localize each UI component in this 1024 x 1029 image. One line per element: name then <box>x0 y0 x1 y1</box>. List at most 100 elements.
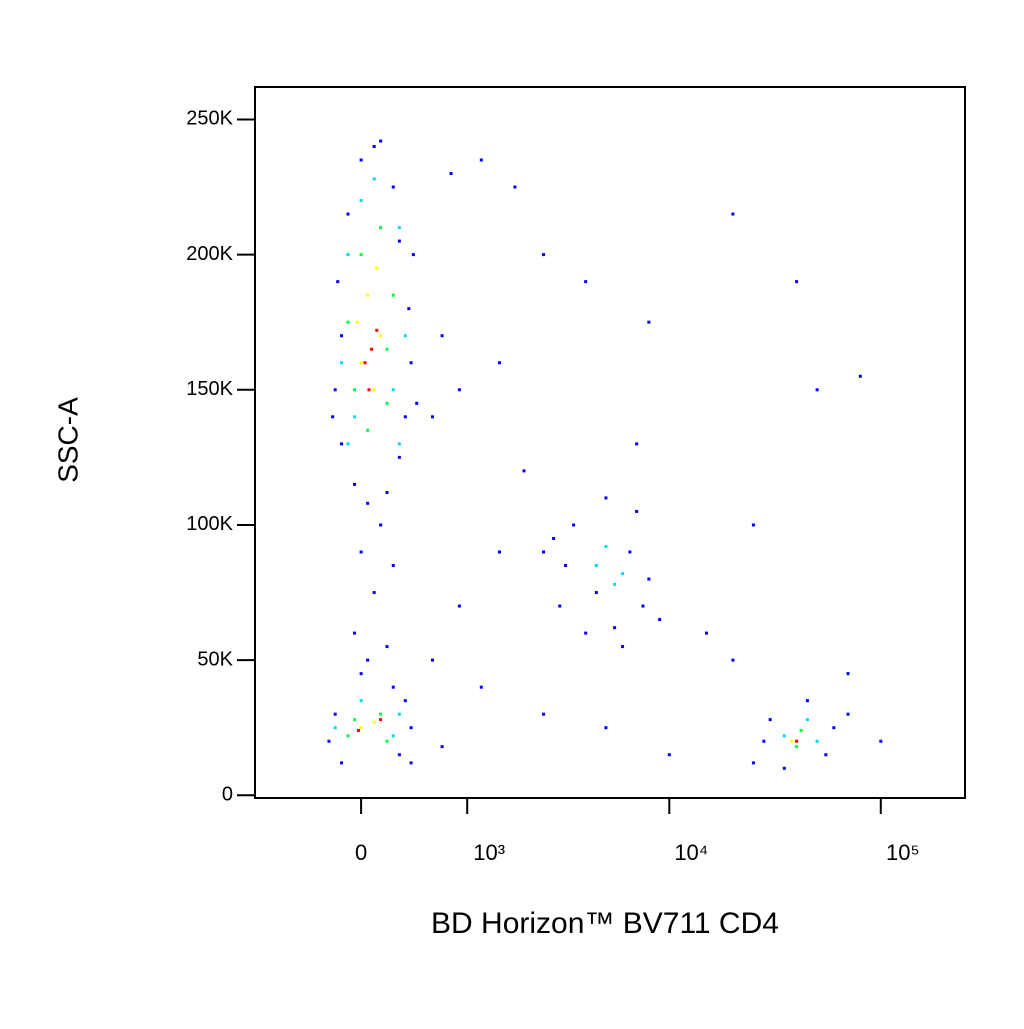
data-point <box>795 739 799 743</box>
data-point <box>440 334 444 338</box>
data-point <box>457 388 461 392</box>
data-point <box>379 523 383 527</box>
data-point <box>372 720 376 724</box>
data-point <box>340 361 344 365</box>
data-point <box>359 550 363 554</box>
data-point <box>366 428 370 432</box>
data-point <box>604 496 608 500</box>
data-point <box>594 564 598 568</box>
data-point <box>790 739 794 743</box>
data-point <box>584 280 588 284</box>
data-point <box>366 658 370 662</box>
data-point <box>379 718 383 722</box>
data-point <box>613 582 617 586</box>
data-point <box>805 718 809 722</box>
data-point <box>353 415 357 419</box>
data-point <box>346 253 350 257</box>
data-point <box>391 388 395 392</box>
data-point <box>346 442 350 446</box>
data-point <box>782 766 786 770</box>
data-point <box>411 253 415 257</box>
data-point <box>385 401 389 405</box>
data-point <box>366 501 370 505</box>
data-point <box>331 415 335 419</box>
data-point <box>407 307 411 311</box>
data-point <box>366 293 370 297</box>
data-point <box>497 361 501 365</box>
data-point <box>340 761 344 765</box>
data-point <box>635 442 639 446</box>
y-tick-label: 50K <box>197 648 233 670</box>
data-point <box>372 388 376 392</box>
data-point <box>522 469 526 473</box>
data-point <box>832 726 836 730</box>
data-point <box>621 572 625 576</box>
data-point <box>513 185 517 189</box>
data-point <box>430 658 434 662</box>
y-axis-label: SSC-A <box>52 397 83 483</box>
data-point <box>604 545 608 549</box>
data-point <box>572 523 576 527</box>
x-axis-label: BD Horizon™ BV711 CD4 <box>431 907 779 940</box>
data-point <box>385 347 389 351</box>
data-point <box>815 388 819 392</box>
data-point <box>479 685 483 689</box>
data-point <box>379 712 383 716</box>
data-point <box>367 388 371 392</box>
data-point <box>359 361 363 365</box>
data-point <box>391 564 395 568</box>
data-point <box>594 591 598 595</box>
data-point <box>409 726 413 730</box>
data-point <box>327 739 331 743</box>
data-point <box>397 239 401 243</box>
data-point <box>731 658 735 662</box>
data-point <box>379 139 383 143</box>
x-tick-label: 10⁵ <box>886 840 920 865</box>
x-tick-label: 10⁴ <box>674 840 708 865</box>
data-point <box>336 280 340 284</box>
data-point <box>751 523 755 527</box>
data-point <box>858 374 862 378</box>
y-tick-label: 0 <box>222 784 233 806</box>
data-point <box>391 185 395 189</box>
data-point <box>613 626 617 630</box>
data-point <box>385 739 389 743</box>
data-point <box>795 745 799 749</box>
data-point <box>762 739 766 743</box>
data-point <box>449 172 453 176</box>
data-point <box>795 280 799 284</box>
data-point <box>370 347 374 351</box>
data-point <box>584 631 588 635</box>
plot-frame <box>254 86 966 799</box>
data-point <box>403 334 407 338</box>
data-point <box>409 361 413 365</box>
data-point <box>372 591 376 595</box>
data-point <box>346 734 350 738</box>
data-point <box>375 328 379 332</box>
data-point <box>346 320 350 324</box>
data-point <box>353 482 357 486</box>
data-point <box>359 158 363 162</box>
data-point <box>372 177 376 181</box>
data-point <box>440 745 444 749</box>
data-point <box>385 645 389 649</box>
data-point <box>397 753 401 757</box>
data-point <box>647 320 651 324</box>
data-point <box>340 334 344 338</box>
data-point <box>542 550 546 554</box>
y-tick-label: 150K <box>186 378 233 400</box>
data-point <box>391 734 395 738</box>
data-point <box>647 577 651 581</box>
data-point <box>824 753 828 757</box>
data-point <box>635 509 639 513</box>
data-point <box>564 564 568 568</box>
data-point <box>340 442 344 446</box>
data-point <box>391 685 395 689</box>
y-tick-label: 200K <box>186 243 233 265</box>
data-point <box>359 699 363 703</box>
data-point <box>353 631 357 635</box>
y-tick-label: 250K <box>186 108 233 130</box>
data-point <box>542 712 546 716</box>
data-point <box>430 415 434 419</box>
